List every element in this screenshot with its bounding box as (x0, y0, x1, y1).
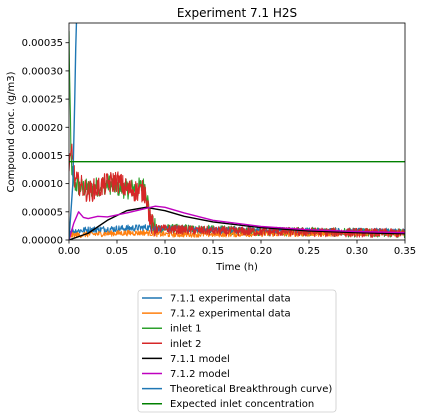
y-tick-label: 0.00015 (22, 151, 63, 162)
y-tick-label: 0.00035 (22, 38, 63, 49)
legend: 7.1.1 experimental data 7.1.2 experimenta… (137, 289, 337, 413)
chart-title: Experiment 7.1 H2S (177, 6, 297, 20)
y-tick-label: 0.00030 (22, 66, 63, 77)
y-tick-label: 0.00000 (22, 236, 63, 247)
series-line-6 (69, 23, 78, 240)
x-tick-label: 0.20 (250, 246, 272, 257)
series-line-4 (69, 206, 405, 240)
legend-entry: 7.1.1 model (170, 354, 230, 365)
y-axis-label: Compound conc. (g/m3) (6, 71, 17, 192)
x-tick-label: 0.25 (298, 246, 320, 257)
legend-entry: 7.1.1 experimental data (170, 294, 291, 305)
series-line-2 (69, 31, 405, 239)
legend-entry: Theoretical Breakthrough curve) (169, 384, 332, 395)
y-tick-label: 0.00005 (22, 207, 63, 218)
legend-entry: 7.1.2 experimental data (170, 309, 291, 320)
plot-frame (68, 22, 406, 241)
x-axis-label: Time (h) (215, 262, 258, 273)
x-tick-label: 0.00 (58, 246, 80, 257)
y-tick-label: 0.00020 (22, 123, 63, 134)
plot-area (69, 23, 405, 240)
x-tick-label: 0.35 (394, 246, 416, 257)
legend-box (137, 289, 337, 413)
axes: 0.00 0.05 0.10 0.15 0.20 0.25 0.30 0.35 0.00000 0… (22, 22, 416, 257)
x-tick-label: 0.30 (346, 246, 368, 257)
legend-entry: Expected inlet concentration (170, 399, 314, 410)
x-tick-label: 0.15 (202, 246, 224, 257)
series-line-5 (69, 205, 405, 240)
legend-entry: inlet 2 (170, 339, 202, 350)
legend-entry: inlet 1 (170, 324, 202, 335)
legend-entry: 7.1.2 model (170, 369, 230, 380)
y-tick-label: 0.00025 (22, 95, 63, 106)
y-tick-label: 0.00010 (22, 179, 63, 190)
x-tick-label: 0.10 (154, 246, 176, 257)
x-tick-label: 0.05 (106, 246, 128, 257)
